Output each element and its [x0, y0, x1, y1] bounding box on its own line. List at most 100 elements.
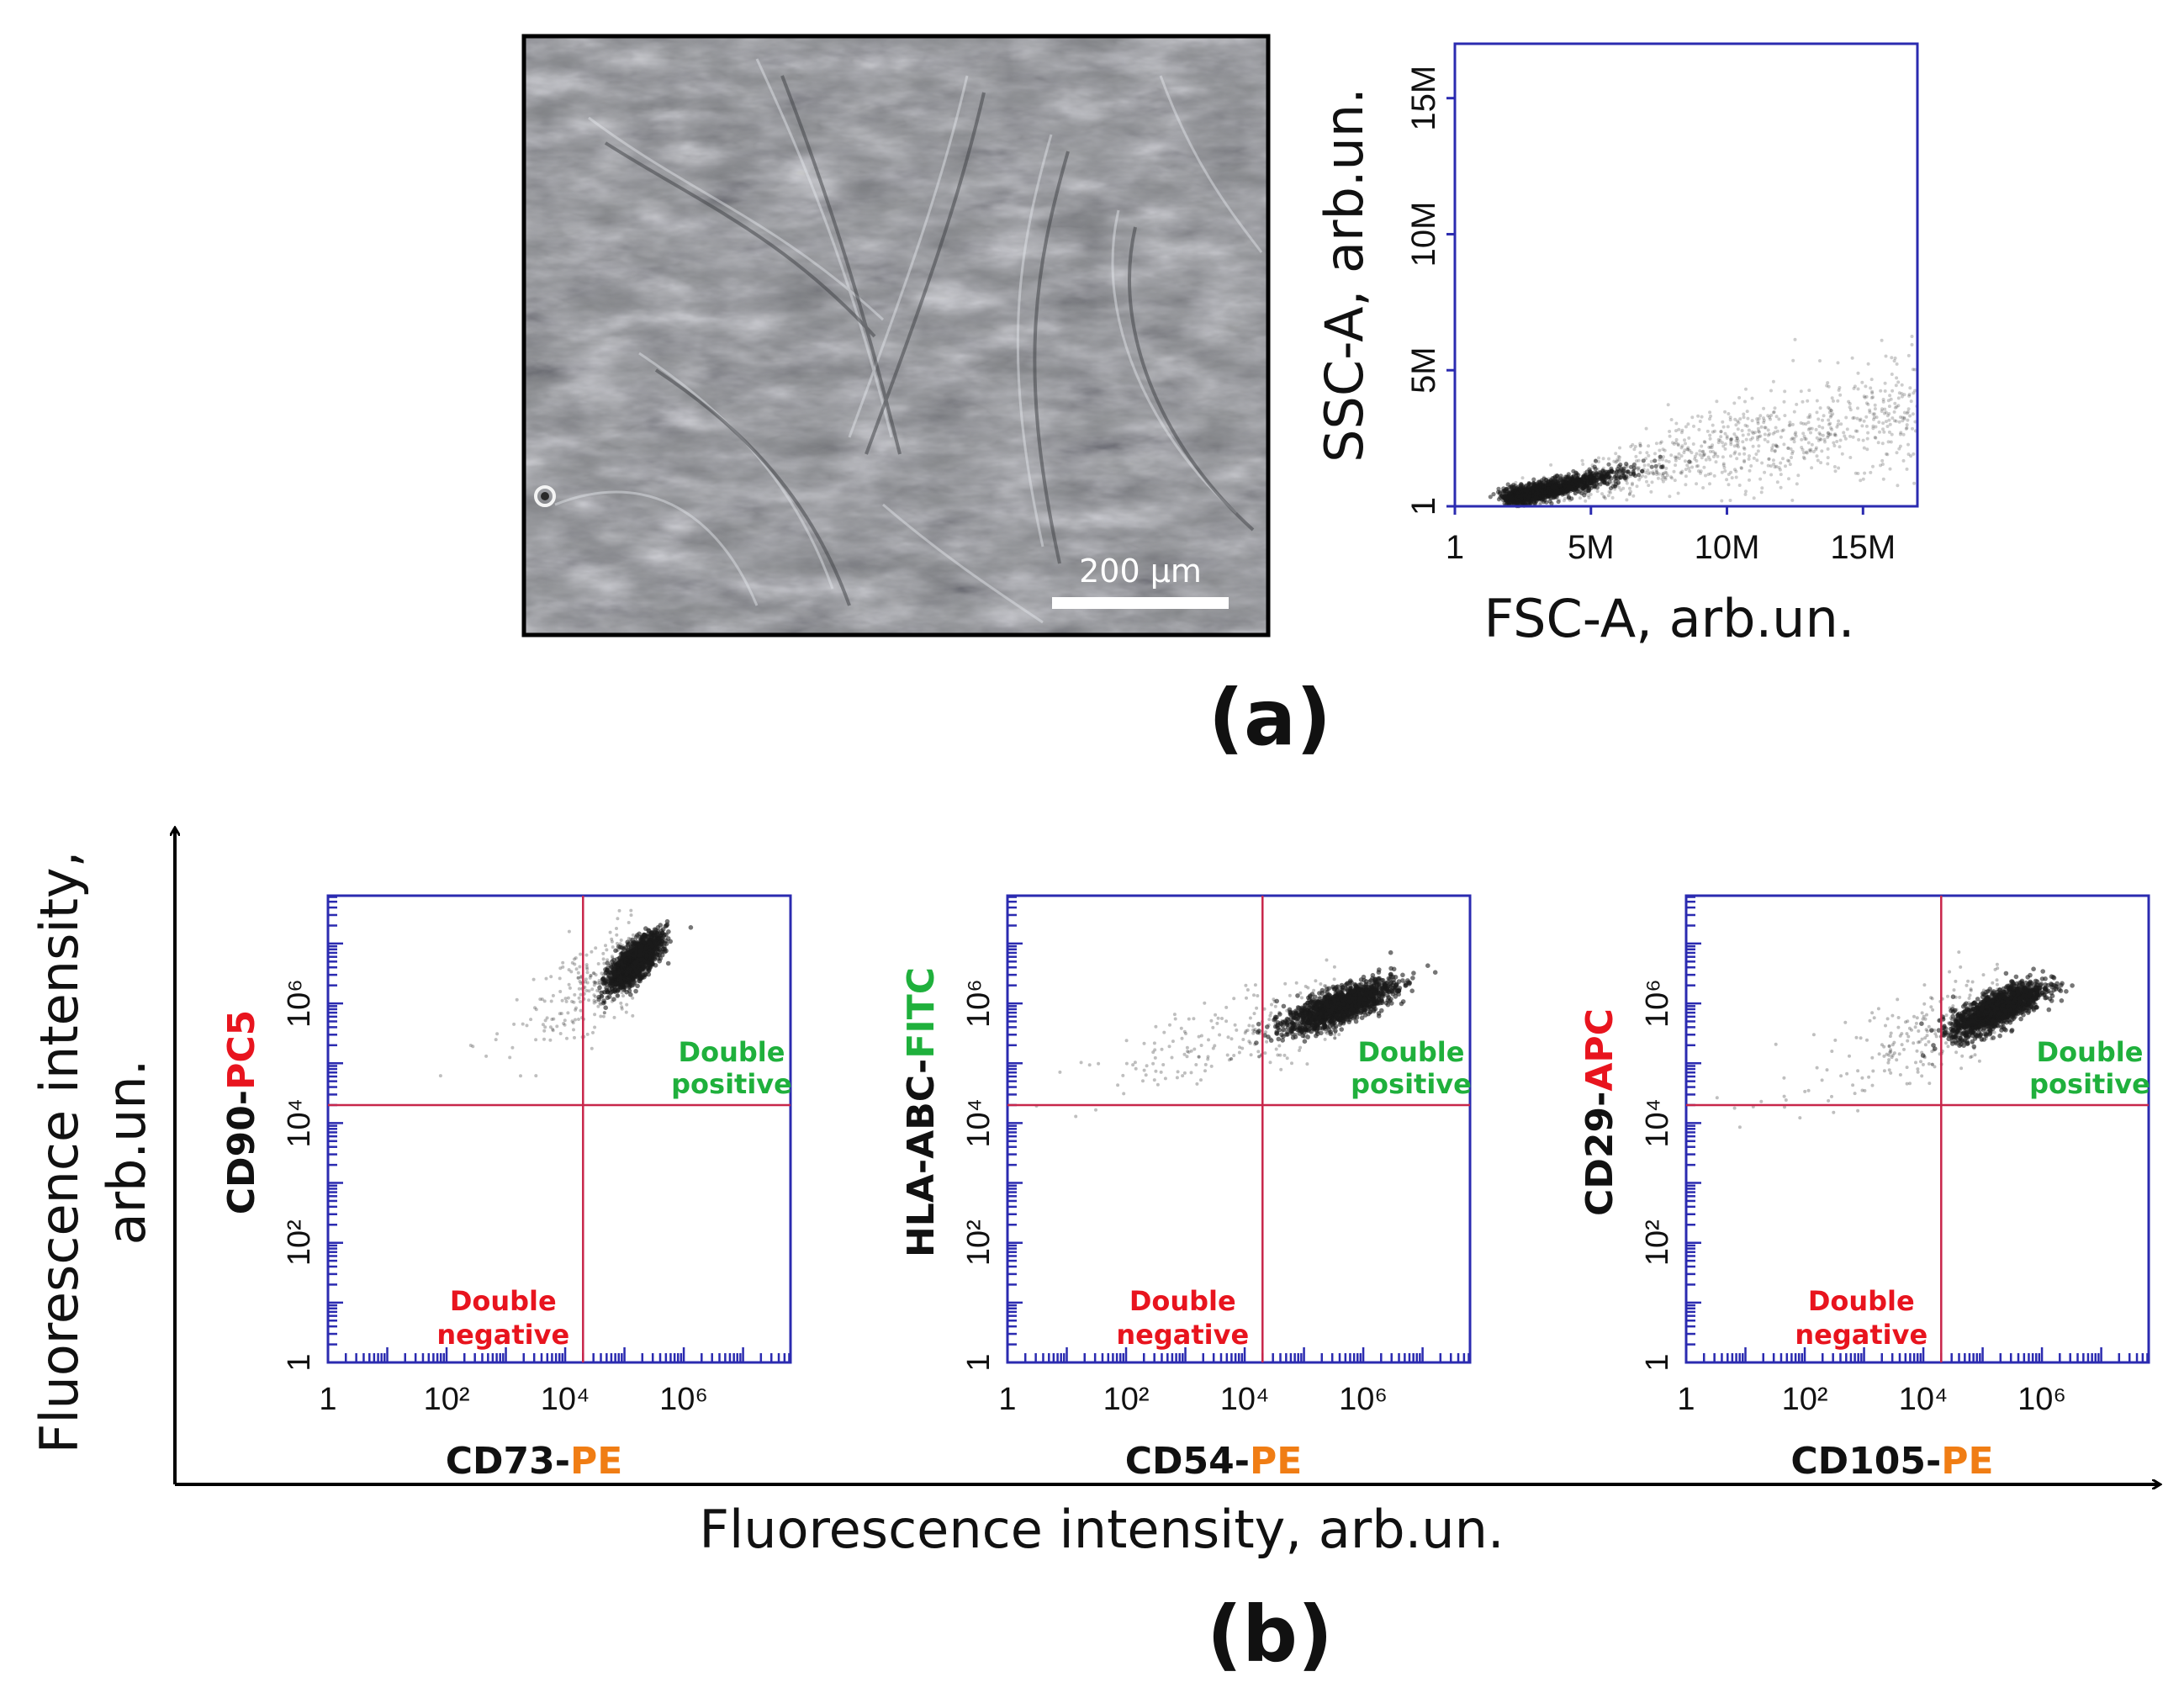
plot-cd73-cd90: 1110²10²10⁴10⁴10⁶10⁶DoublepositiveDouble… [220, 894, 792, 1483]
fsc-ssc-point [1766, 440, 1770, 444]
fsc-ssc-point [1708, 436, 1712, 441]
fsc-ssc-point [1869, 386, 1873, 390]
marker-point [626, 941, 630, 945]
fsc-ssc-point [1901, 432, 1906, 436]
fsc-ssc-point [1658, 458, 1662, 462]
fsc-ssc-point [1590, 463, 1594, 468]
fsc-ssc-point [1817, 425, 1822, 428]
fsc-ssc-point [1711, 455, 1716, 458]
fsc-ssc-point [1850, 356, 1854, 360]
marker-point [596, 962, 600, 965]
marker-point [629, 913, 633, 918]
fsc-ssc-point [1593, 478, 1597, 481]
fsc-ssc-point [1580, 489, 1584, 494]
fsc-ssc-point [1896, 396, 1901, 400]
fsc-ssc-point [1828, 421, 1832, 426]
marker-point [531, 977, 536, 981]
fsc-ssc-point [1623, 464, 1627, 468]
fsc-ssc-point [1865, 436, 1869, 441]
marker-point [590, 1046, 594, 1050]
fsc-ssc-point [1896, 484, 1900, 488]
fsc-ssc-point [1728, 499, 1732, 502]
fsc-ssc-point [1684, 442, 1687, 446]
marker-point [622, 966, 626, 971]
marker-point [519, 1074, 522, 1078]
scale-bar-label: 200 μm [1079, 553, 1202, 590]
fsc-ssc-point [1912, 481, 1917, 485]
y-tick-label: 10⁶ [282, 979, 317, 1028]
scatter-fsc-ssc-frame [1453, 42, 1919, 508]
fsc-ssc-point [1766, 433, 1770, 437]
marker-point [533, 1006, 537, 1010]
fsc-ssc-point [1645, 451, 1649, 455]
marker-point [572, 957, 576, 961]
fsc-ssc-point [1708, 450, 1712, 453]
marker-point [601, 973, 605, 977]
fsc-ssc-point [1810, 442, 1814, 447]
fsc-ssc-point [1889, 440, 1893, 444]
marker-point [558, 990, 563, 993]
marker-point [565, 1036, 568, 1040]
y-tick-label: 1 [1405, 497, 1442, 516]
y-tick-label: 5M [1405, 346, 1442, 394]
fsc-ssc-point [1599, 473, 1603, 478]
fsc-ssc-point [1693, 454, 1697, 458]
fsc-ssc-point [1697, 427, 1701, 431]
fsc-ssc-point [1721, 455, 1725, 459]
fsc-ssc-point [1837, 466, 1841, 470]
fsc-ssc-point [1637, 466, 1640, 470]
fsc-ssc-point [1723, 469, 1727, 473]
fsc-ssc-point [1700, 444, 1704, 448]
marker-point [631, 952, 635, 955]
fsc-ssc-point [1853, 384, 1857, 389]
fsc-ssc-point [1728, 415, 1732, 420]
marker-point [631, 1013, 635, 1018]
fsc-ssc-point [1821, 418, 1824, 422]
fsc-ssc-point [1795, 402, 1799, 406]
fsc-ssc-point [1783, 389, 1787, 394]
marker-point [632, 947, 638, 952]
fsc-ssc-point [1895, 376, 1899, 380]
fsc-ssc-point [1513, 500, 1517, 504]
fsc-ssc-point [1569, 480, 1573, 484]
fsc-ssc-point [1653, 452, 1657, 456]
fsc-ssc-point [1722, 466, 1727, 469]
fsc-ssc-point [1595, 472, 1600, 476]
fsc-ssc-point [1795, 482, 1799, 486]
fsc-ssc-point [1625, 470, 1629, 474]
fsc-ssc-point [1520, 497, 1524, 501]
fsc-ssc-point [1865, 447, 1869, 452]
scatter-fsc-ssc-xlabel: FSC-A, arb.un. [1484, 588, 1855, 649]
fsc-ssc-point [1750, 396, 1754, 400]
fsc-ssc-point [1866, 431, 1870, 435]
fsc-ssc-point [1556, 499, 1561, 505]
fsc-ssc-point [1769, 448, 1774, 452]
marker-point [598, 1001, 602, 1005]
marker-point [600, 990, 605, 994]
marker-point [631, 933, 635, 937]
fsc-ssc-point [1756, 449, 1760, 453]
fsc-ssc-point [1868, 410, 1872, 415]
fsc-ssc-point [1766, 463, 1770, 468]
fsc-ssc-point [1769, 389, 1773, 393]
micrograph-cell-edges [554, 58, 1263, 624]
fsc-ssc-point [1606, 469, 1612, 474]
fsc-ssc-point [1845, 427, 1849, 431]
marker-point [577, 1018, 580, 1021]
fsc-ssc-point [1862, 446, 1866, 450]
marker-point [578, 965, 582, 969]
fsc-ssc-point [1736, 427, 1740, 431]
marker-point [615, 961, 619, 965]
fsc-ssc-point [1648, 471, 1653, 475]
marker-point [627, 974, 631, 978]
fsc-ssc-point [1551, 479, 1555, 484]
fsc-ssc-point [1887, 418, 1891, 422]
marker-point [605, 968, 609, 972]
fsc-ssc-point [1531, 489, 1535, 494]
fsc-ssc-point [1774, 444, 1779, 448]
fsc-ssc-point [1883, 381, 1887, 385]
fsc-ssc-point [1665, 473, 1669, 478]
fsc-ssc-point [1643, 475, 1647, 479]
fsc-ssc-point [1744, 437, 1748, 442]
fsc-ssc-point [1826, 462, 1830, 466]
